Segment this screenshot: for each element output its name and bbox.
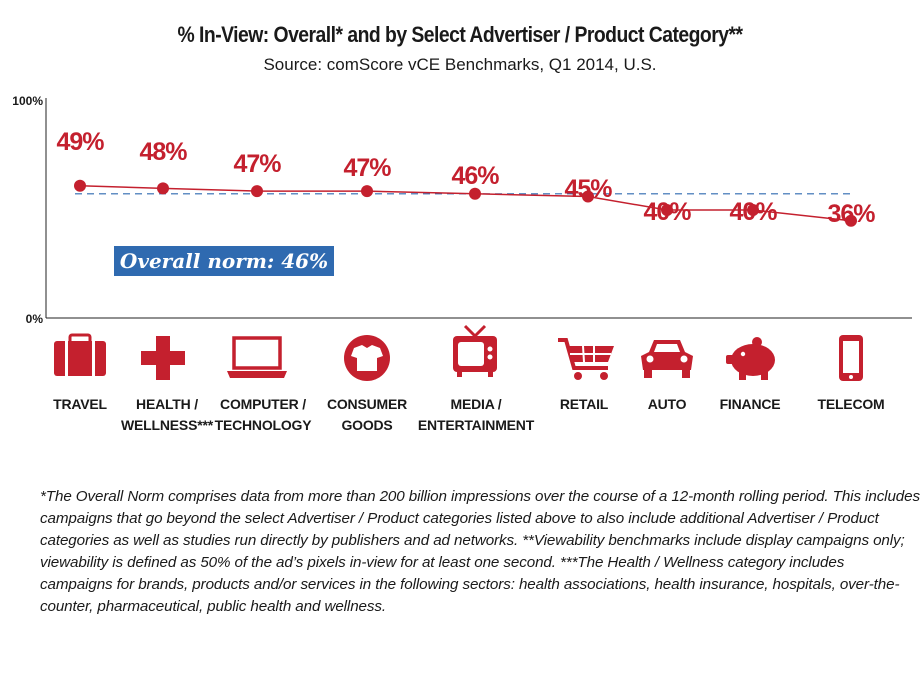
data-label: 48% (139, 138, 187, 166)
category-icon-layer (54, 324, 863, 381)
category-label: RETAIL (559, 396, 609, 412)
car-icon (641, 340, 693, 378)
data-point (157, 182, 169, 195)
y-tick-label-top: 100% (12, 94, 43, 108)
data-label: 36% (827, 200, 875, 228)
data-point (747, 204, 759, 216)
data-label: 47% (233, 150, 281, 178)
data-label: 40% (729, 198, 777, 226)
data-point (251, 185, 263, 198)
medical-cross-icon (141, 336, 185, 380)
y-tick-label-bottom: 0% (26, 312, 44, 326)
data-point (661, 204, 673, 216)
overall-norm-badge: Overall norm: 46% (114, 246, 334, 276)
chart-title: % In-View: Overall* and by Select Advert… (177, 22, 744, 47)
category-label: MEDIA / ENTERTAINMENT (417, 396, 535, 433)
data-point (361, 185, 373, 198)
category-label: AUTO (647, 396, 687, 412)
data-label: 46% (451, 162, 499, 190)
tv-icon (453, 324, 497, 377)
chart-subtitle: Source: comScore vCE Benchmarks, Q1 2014… (263, 55, 657, 74)
category-label: COMPUTER / TECHNOLOGY (214, 396, 312, 433)
data-label: 40% (643, 198, 691, 226)
footnote: *The Overall Norm comprises data from mo… (40, 488, 920, 615)
shopping-cart-icon (558, 338, 614, 380)
tshirt-icon (344, 335, 390, 381)
data-point (469, 187, 481, 200)
laptop-icon (227, 336, 287, 378)
data-label-layer: 49% 48% 47% 47% 46% 45% 40% 40% 36% (56, 128, 876, 228)
category-label: HEALTH / WELLNESS*** (121, 396, 213, 433)
line-chart: 100% 0% 49% 48% 47% 47% 46% 45% 40% 40% 36% (12, 94, 912, 381)
chart-axes: 100% 0% (12, 94, 912, 326)
phone-icon (839, 335, 863, 381)
data-label: 45% (564, 175, 612, 203)
data-point (582, 190, 594, 203)
suitcase-icon (54, 333, 106, 376)
series-layer (74, 179, 857, 227)
data-label: 47% (343, 154, 391, 182)
data-point (845, 214, 857, 227)
data-label: 49% (56, 128, 104, 156)
category-label: TELECOM (817, 396, 885, 412)
piggy-bank-icon (726, 337, 775, 380)
data-point (74, 179, 86, 192)
category-label: TRAVEL (53, 396, 107, 412)
category-label: CONSUMER GOODS (326, 396, 408, 433)
category-label: FINANCE (719, 396, 781, 412)
